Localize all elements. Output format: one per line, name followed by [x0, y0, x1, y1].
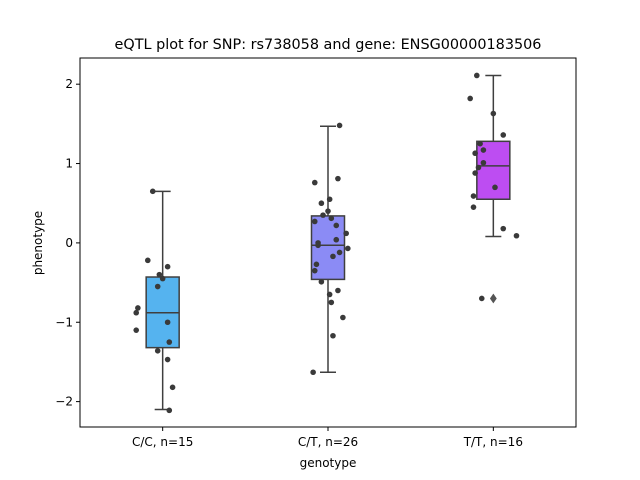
- data-point: [133, 327, 140, 333]
- data-point: [133, 309, 140, 316]
- data-point: [474, 72, 480, 79]
- data-point: [343, 230, 349, 237]
- data-point: [154, 348, 161, 354]
- data-point: [320, 212, 326, 218]
- x-tick-label: C/T, n=26: [298, 435, 358, 449]
- data-point: [149, 188, 156, 195]
- data-point: [472, 170, 478, 176]
- y-tick-label: −1: [55, 315, 73, 329]
- data-point: [345, 245, 351, 252]
- data-point: [467, 95, 473, 102]
- data-point: [156, 271, 163, 278]
- data-point: [480, 147, 487, 153]
- data-point: [328, 215, 335, 222]
- data-point: [513, 232, 520, 239]
- data-point: [154, 283, 161, 290]
- data-point: [310, 369, 316, 376]
- data-point: [311, 267, 318, 274]
- data-point: [335, 175, 341, 182]
- x-axis-label: genotype: [300, 456, 357, 470]
- data-point: [478, 295, 485, 302]
- data-point: [311, 179, 318, 186]
- outlier-marker: [489, 293, 497, 304]
- data-point: [470, 204, 477, 210]
- data-point: [144, 257, 151, 264]
- y-tick-label: 0: [65, 236, 73, 250]
- data-point: [470, 193, 477, 199]
- data-point: [500, 225, 507, 232]
- x-axis: C/C, n=15 C/T, n=26 T/T, n=16: [132, 427, 523, 449]
- data-point: [472, 150, 478, 157]
- data-point: [318, 278, 325, 285]
- data-point: [490, 110, 497, 117]
- data-point: [330, 332, 336, 339]
- x-tick-label: C/C, n=15: [132, 435, 193, 449]
- box-group: [145, 74, 511, 411]
- data-point: [480, 159, 487, 166]
- data-point: [333, 236, 340, 243]
- y-tick-label: 2: [65, 77, 73, 91]
- data-point: [336, 249, 343, 256]
- data-point: [326, 196, 333, 203]
- y-axis-label: phenotype: [31, 211, 45, 275]
- data-point: [340, 314, 346, 321]
- x-tick-label: T/T, n=16: [463, 435, 523, 449]
- data-point: [336, 122, 343, 129]
- data-point: [328, 299, 335, 306]
- plot-frame: [79, 57, 577, 428]
- data-point: [318, 200, 325, 207]
- y-axis: −2 −1 0 1 2: [55, 77, 80, 409]
- data-point: [164, 356, 171, 363]
- data-point: [475, 164, 482, 171]
- data-point: [135, 305, 141, 311]
- data-point: [159, 275, 166, 282]
- points-group: [133, 72, 520, 414]
- data-point: [164, 319, 171, 326]
- data-point: [315, 242, 321, 249]
- y-tick-label: 1: [65, 157, 73, 171]
- chart-title: eQTL plot for SNP: rs738058 and gene: EN…: [115, 37, 542, 53]
- data-point: [166, 407, 173, 414]
- data-point: [166, 339, 173, 345]
- y-tick-label: −2: [55, 395, 73, 409]
- data-point: [333, 222, 340, 229]
- data-point: [477, 140, 483, 147]
- data-point: [326, 291, 333, 298]
- data-point: [325, 208, 331, 214]
- data-point: [313, 261, 320, 268]
- data-point: [311, 218, 318, 225]
- data-point: [169, 384, 176, 391]
- data-point: [335, 287, 341, 294]
- data-point: [492, 184, 498, 191]
- data-point: [164, 263, 171, 270]
- data-point: [330, 253, 336, 260]
- data-point: [500, 132, 507, 138]
